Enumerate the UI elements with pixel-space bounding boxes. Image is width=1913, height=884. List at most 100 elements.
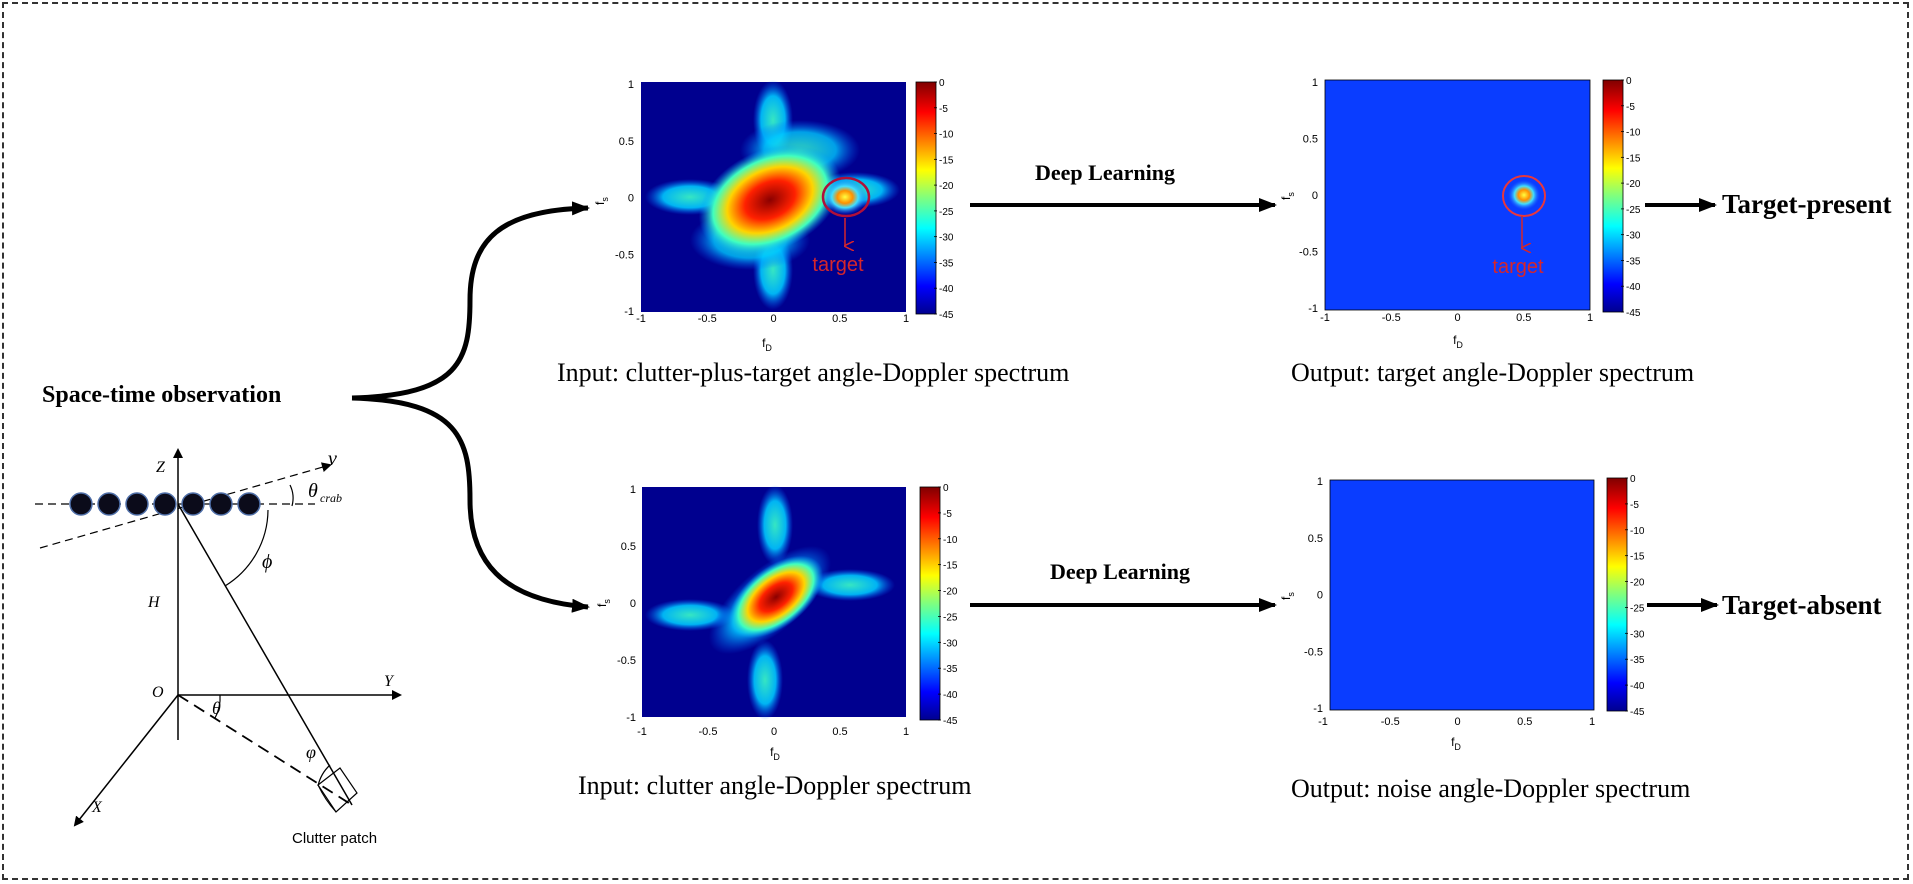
panel-caption-input-clutter: Input: clutter angle-Doppler spectrum — [578, 771, 972, 800]
y-tick-label: -1 — [626, 712, 636, 724]
theta-label: θ — [212, 698, 221, 718]
crab-angle-subscript: crab — [320, 491, 342, 505]
colorbar-tick-label: 0 — [943, 483, 949, 494]
panel-output-target: target 0-5-10-15-20-25-30-35-40-45 -1 -0.… — [1279, 76, 1641, 350]
clutter-patch-shape — [317, 767, 358, 813]
y-axis-ticks: 1 0.5 0 -0.5 -1 — [617, 484, 636, 724]
colorbar-ticks: 0 -5 -10 -15 -20 -25 -30 -35 -40 -45 — [1621, 76, 1641, 319]
colorbar — [1606, 477, 1628, 712]
x-tick-label: 1 — [903, 313, 909, 325]
x-tick-label: 0 — [771, 726, 777, 738]
colorbar-tick-label: -20 — [939, 181, 954, 192]
target-circle — [821, 176, 871, 218]
height-label: H — [147, 594, 161, 611]
colorbar-tick-label: -45 — [939, 310, 954, 321]
x-tick-label: 0 — [1454, 716, 1460, 728]
y-tick-label: 0.5 — [1308, 533, 1323, 545]
colorbar-tick-label: -5 — [943, 509, 952, 520]
colorbar-tick-label: -35 — [939, 258, 954, 269]
y-tick-label: 1 — [630, 484, 636, 496]
axis-y-label: Y — [384, 673, 395, 690]
colorbar-ticks: 0 -5 -10 -15 -20 -25 -30 -35 -40 -45 — [1625, 474, 1645, 718]
axis-z-label: Z — [156, 459, 166, 476]
x-tick-label: 0.5 — [1517, 716, 1532, 728]
x-axis-ticks: -1 -0.5 0 0.5 1 — [1320, 312, 1593, 324]
clutter-patch-label: Clutter patch — [292, 830, 377, 847]
branch-arrow-upper — [351, 201, 590, 401]
spectrum-heatmap — [1508, 180, 1540, 210]
velocity-label: v — [328, 448, 337, 470]
x-tick-label: -1 — [637, 726, 647, 738]
colorbar-tick-label: -45 — [1626, 308, 1641, 319]
y-tick-label: 0.5 — [1303, 134, 1318, 146]
x-tick-label: 1 — [903, 726, 909, 738]
colorbar-tick-label: -30 — [939, 233, 954, 244]
colorbar-tick-label: -10 — [1630, 526, 1645, 537]
spectrum-plot-area — [1324, 79, 1591, 311]
colorbar-tick-label: -5 — [1626, 102, 1635, 113]
spectrum-plot-area — [1329, 479, 1595, 711]
y-tick-label: -0.5 — [1299, 247, 1318, 259]
colorbar-tick-label: -5 — [1630, 500, 1639, 511]
colorbar-tick-label: -25 — [939, 207, 954, 218]
x-tick-label: 1 — [1589, 716, 1595, 728]
y-axis-label: fs — [593, 197, 610, 205]
colorbar-tick-label: -40 — [1626, 282, 1641, 293]
y-tick-label: 1 — [1317, 476, 1323, 488]
x-tick-label: -0.5 — [698, 313, 717, 325]
colorbar — [919, 486, 941, 721]
panel-output-noise: 0-5-10-15-20-25-30-35-40-45 -1 -0.5 0 0.5 1 … — [1279, 474, 1645, 752]
colorbar-tick-label: -15 — [943, 561, 958, 572]
y-axis-ticks: 1 0.5 0 -0.5 -1 — [1304, 476, 1323, 715]
space-time-observation-label: Space-time observation — [42, 382, 282, 408]
colorbar-tick-label: -20 — [1630, 578, 1645, 589]
colorbar-tick-label: 0 — [1626, 76, 1632, 87]
colorbar-tick-label: -30 — [943, 638, 958, 649]
y-tick-label: 0.5 — [621, 541, 636, 553]
target-circle — [1502, 175, 1546, 217]
colorbar-tick-label: -15 — [1626, 153, 1641, 164]
y-tick-label: -0.5 — [1304, 646, 1323, 658]
panel-caption-output-target: Output: target angle-Doppler spectrum — [1291, 358, 1695, 387]
y-tick-label: -0.5 — [615, 249, 634, 261]
x-axis-label: fD — [770, 745, 780, 762]
y-tick-label: 0 — [630, 598, 636, 610]
colorbar-tick-label: -20 — [943, 587, 958, 598]
colorbar-tick-label: -30 — [1626, 231, 1641, 242]
y-axis-ticks: 1 0.5 0 -0.5 -1 — [615, 79, 634, 318]
antenna-array — [69, 492, 261, 516]
x-tick-label: -0.5 — [1381, 716, 1400, 728]
colorbar-tick-label: -15 — [939, 155, 954, 166]
colorbar-tick-label: -35 — [943, 664, 958, 675]
x-tick-label: 0.5 — [832, 313, 847, 325]
colorbar-tick-label: -10 — [939, 130, 954, 141]
colorbar-tick-label: -10 — [943, 535, 958, 546]
x-tick-label: 0.5 — [1516, 312, 1531, 324]
colorbar-tick-label: -20 — [1626, 179, 1641, 190]
x-axis-ticks: -1 -0.5 0 0.5 1 — [1318, 716, 1595, 728]
x-axis-label: fD — [1451, 735, 1461, 752]
x-tick-label: -0.5 — [1382, 312, 1401, 324]
x-axis-label: fD — [1453, 333, 1463, 350]
colorbar-tick-label: -40 — [943, 690, 958, 701]
colorbar-tick-label: -45 — [1630, 707, 1645, 718]
axis-x-label: X — [91, 799, 103, 816]
colorbar-tick-label: 0 — [1630, 474, 1636, 485]
y-axis-label: fs — [1279, 192, 1296, 200]
target-label: target — [812, 254, 864, 276]
y-axis-label: fs — [1279, 592, 1296, 600]
y-axis-ticks: 1 0.5 0 -0.5 -1 — [1299, 77, 1318, 315]
x-tick-label: 0.5 — [832, 726, 847, 738]
colorbar-tick-label: -30 — [1630, 629, 1645, 640]
y-tick-label: 0 — [628, 193, 634, 205]
y-tick-label: -1 — [1313, 703, 1323, 715]
x-tick-label: 1 — [1587, 312, 1593, 324]
x-axis-label: fD — [762, 336, 772, 353]
colorbar — [1602, 79, 1624, 313]
y-tick-label: 0 — [1317, 590, 1323, 602]
colorbar-tick-label: -35 — [1626, 256, 1641, 267]
panel-input-clutter-plus-target: target 0-5-10-15-20-25-30-35-40-45 -1 -0.… — [593, 78, 954, 353]
colorbar-tick-label: -10 — [1626, 128, 1641, 139]
colorbar-tick-label: -15 — [1630, 552, 1645, 563]
x-axis-ticks: -1 -0.5 0 0.5 1 — [637, 726, 909, 738]
